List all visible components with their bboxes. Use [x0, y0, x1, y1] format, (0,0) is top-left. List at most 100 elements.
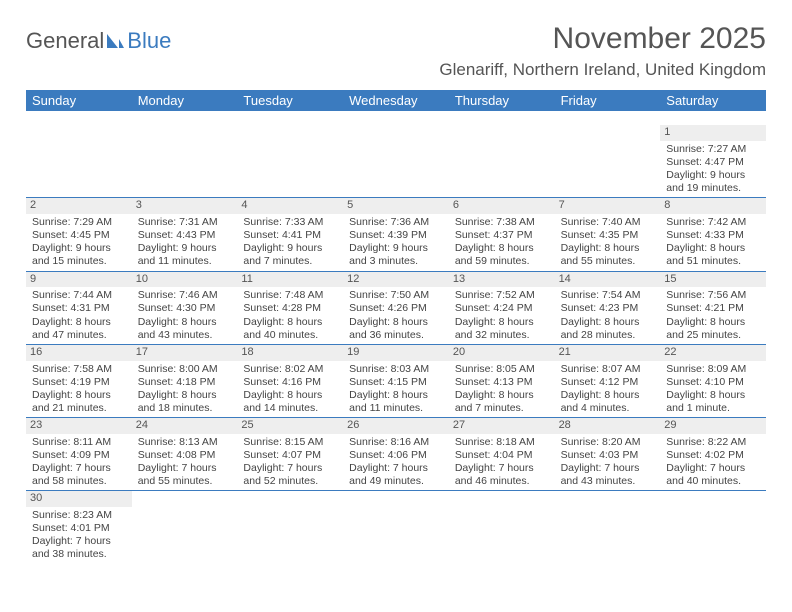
sunset-text: Sunset: 4:35 PM — [561, 229, 655, 242]
day-number: 13 — [449, 272, 555, 288]
week-row: 23Sunrise: 8:11 AMSunset: 4:09 PMDayligh… — [26, 418, 766, 491]
sunset-text: Sunset: 4:06 PM — [349, 449, 443, 462]
daylight-text: Daylight: 8 hours — [561, 242, 655, 255]
day-cell — [555, 125, 661, 197]
daylight-text: Daylight: 8 hours — [666, 242, 760, 255]
daylight-text: and 14 minutes. — [243, 402, 337, 415]
sunrise-text: Sunrise: 8:15 AM — [243, 436, 337, 449]
sunset-text: Sunset: 4:43 PM — [138, 229, 232, 242]
day-number: 9 — [26, 272, 132, 288]
day-cell: 28Sunrise: 8:20 AMSunset: 4:03 PMDayligh… — [555, 418, 661, 490]
daylight-text: Daylight: 8 hours — [561, 316, 655, 329]
daylight-text: and 11 minutes. — [138, 255, 232, 268]
day-cell: 25Sunrise: 8:15 AMSunset: 4:07 PMDayligh… — [237, 418, 343, 490]
daylight-text: Daylight: 7 hours — [243, 462, 337, 475]
sunrise-text: Sunrise: 8:05 AM — [455, 363, 549, 376]
daylight-text: and 32 minutes. — [455, 329, 549, 342]
day-number: 20 — [449, 345, 555, 361]
day-number: 10 — [132, 272, 238, 288]
day-number: 11 — [237, 272, 343, 288]
sunset-text: Sunset: 4:15 PM — [349, 376, 443, 389]
sunset-text: Sunset: 4:09 PM — [32, 449, 126, 462]
day-cell — [132, 125, 238, 197]
sunset-text: Sunset: 4:03 PM — [561, 449, 655, 462]
day-cell — [237, 491, 343, 563]
daylight-text: and 21 minutes. — [32, 402, 126, 415]
day-cell: 11Sunrise: 7:48 AMSunset: 4:28 PMDayligh… — [237, 272, 343, 344]
daylight-text: Daylight: 7 hours — [349, 462, 443, 475]
sunset-text: Sunset: 4:13 PM — [455, 376, 549, 389]
sunset-text: Sunset: 4:37 PM — [455, 229, 549, 242]
daylight-text: and 52 minutes. — [243, 475, 337, 488]
daylight-text: and 7 minutes. — [455, 402, 549, 415]
day-number: 24 — [132, 418, 238, 434]
sunset-text: Sunset: 4:04 PM — [455, 449, 549, 462]
daylight-text: Daylight: 9 hours — [243, 242, 337, 255]
sunset-text: Sunset: 4:01 PM — [32, 522, 126, 535]
day-cell: 24Sunrise: 8:13 AMSunset: 4:08 PMDayligh… — [132, 418, 238, 490]
day-cell — [660, 491, 766, 563]
sunrise-text: Sunrise: 7:38 AM — [455, 216, 549, 229]
day-cell: 4Sunrise: 7:33 AMSunset: 4:41 PMDaylight… — [237, 198, 343, 270]
day-cell: 8Sunrise: 7:42 AMSunset: 4:33 PMDaylight… — [660, 198, 766, 270]
sunset-text: Sunset: 4:24 PM — [455, 302, 549, 315]
sunrise-text: Sunrise: 8:03 AM — [349, 363, 443, 376]
sunrise-text: Sunrise: 7:48 AM — [243, 289, 337, 302]
day-number: 21 — [555, 345, 661, 361]
spacer — [26, 111, 766, 125]
day-cell: 5Sunrise: 7:36 AMSunset: 4:39 PMDaylight… — [343, 198, 449, 270]
daylight-text: and 7 minutes. — [243, 255, 337, 268]
daylight-text: and 4 minutes. — [561, 402, 655, 415]
week-row: 9Sunrise: 7:44 AMSunset: 4:31 PMDaylight… — [26, 272, 766, 345]
week-row: 2Sunrise: 7:29 AMSunset: 4:45 PMDaylight… — [26, 198, 766, 271]
sunset-text: Sunset: 4:47 PM — [666, 156, 760, 169]
daylight-text: and 43 minutes. — [138, 329, 232, 342]
weeks-container: 1Sunrise: 7:27 AMSunset: 4:47 PMDaylight… — [26, 125, 766, 564]
day-cell: 29Sunrise: 8:22 AMSunset: 4:02 PMDayligh… — [660, 418, 766, 490]
daylight-text: Daylight: 7 hours — [32, 535, 126, 548]
sail-icon — [105, 30, 125, 56]
sunset-text: Sunset: 4:18 PM — [138, 376, 232, 389]
sunrise-text: Sunrise: 7:58 AM — [32, 363, 126, 376]
daylight-text: Daylight: 9 hours — [32, 242, 126, 255]
day-cell: 14Sunrise: 7:54 AMSunset: 4:23 PMDayligh… — [555, 272, 661, 344]
day-number: 3 — [132, 198, 238, 214]
day-number: 6 — [449, 198, 555, 214]
daylight-text: Daylight: 9 hours — [666, 169, 760, 182]
daylight-text: and 3 minutes. — [349, 255, 443, 268]
day-cell: 6 Sunrise: 7:38 AMSunset: 4:37 PMDaylight… — [449, 198, 555, 270]
daylight-text: and 40 minutes. — [243, 329, 337, 342]
day-number: 14 — [555, 272, 661, 288]
daylight-text: and 19 minutes. — [666, 182, 760, 195]
sunrise-text: Sunrise: 8:16 AM — [349, 436, 443, 449]
day-cell: 16Sunrise: 7:58 AMSunset: 4:19 PMDayligh… — [26, 345, 132, 417]
day-number: 12 — [343, 272, 449, 288]
sunrise-text: Sunrise: 8:09 AM — [666, 363, 760, 376]
daylight-text: Daylight: 8 hours — [666, 389, 760, 402]
day-cell: 22Sunrise: 8:09 AMSunset: 4:10 PMDayligh… — [660, 345, 766, 417]
day-cell: 13Sunrise: 7:52 AMSunset: 4:24 PMDayligh… — [449, 272, 555, 344]
daylight-text: and 51 minutes. — [666, 255, 760, 268]
sunset-text: Sunset: 4:26 PM — [349, 302, 443, 315]
day-number: 25 — [237, 418, 343, 434]
day-cell: 7Sunrise: 7:40 AMSunset: 4:35 PMDaylight… — [555, 198, 661, 270]
daylight-text: Daylight: 8 hours — [349, 389, 443, 402]
day-cell: 18Sunrise: 8:02 AMSunset: 4:16 PMDayligh… — [237, 345, 343, 417]
sunset-text: Sunset: 4:28 PM — [243, 302, 337, 315]
daylight-text: and 58 minutes. — [32, 475, 126, 488]
sunrise-text: Sunrise: 8:18 AM — [455, 436, 549, 449]
sunset-text: Sunset: 4:33 PM — [666, 229, 760, 242]
title-block: November 2025 Glenariff, Northern Irelan… — [439, 22, 766, 80]
daylight-text: Daylight: 8 hours — [138, 389, 232, 402]
day-cell: 23Sunrise: 8:11 AMSunset: 4:09 PMDayligh… — [26, 418, 132, 490]
sunrise-text: Sunrise: 8:20 AM — [561, 436, 655, 449]
daylight-text: Daylight: 8 hours — [455, 242, 549, 255]
week-row: 30Sunrise: 8:23 AMSunset: 4:01 PMDayligh… — [26, 491, 766, 563]
sunrise-text: Sunrise: 8:13 AM — [138, 436, 232, 449]
daylight-text: Daylight: 7 hours — [666, 462, 760, 475]
weekday-header-row: Sunday Monday Tuesday Wednesday Thursday… — [26, 90, 766, 111]
sunset-text: Sunset: 4:12 PM — [561, 376, 655, 389]
sunrise-text: Sunrise: 8:00 AM — [138, 363, 232, 376]
weekday-header: Tuesday — [237, 90, 343, 111]
sunrise-text: Sunrise: 8:02 AM — [243, 363, 337, 376]
